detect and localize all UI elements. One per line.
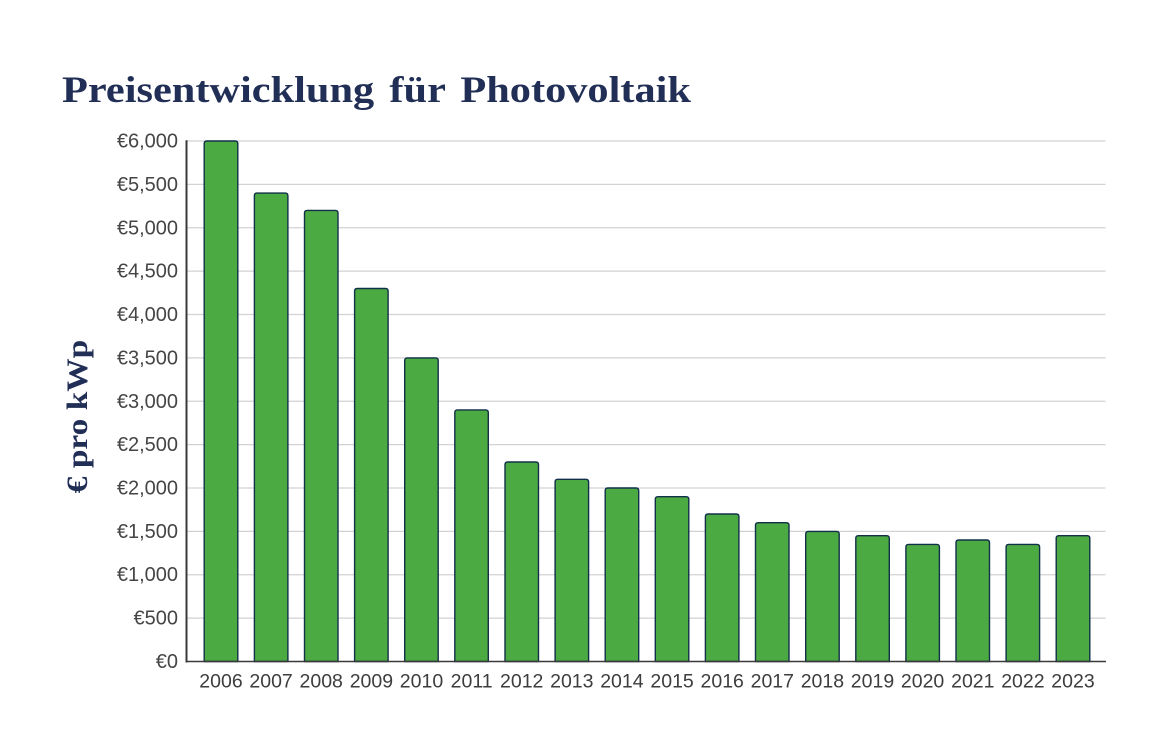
- svg-text:2021: 2021: [951, 671, 994, 693]
- svg-text:€1,500: €1,500: [117, 521, 178, 543]
- svg-text:2015: 2015: [650, 671, 694, 693]
- svg-text:€500: €500: [134, 608, 179, 630]
- svg-text:2018: 2018: [801, 671, 844, 693]
- svg-text:2007: 2007: [249, 671, 292, 693]
- svg-text:2014: 2014: [600, 671, 644, 693]
- svg-text:€3,500: €3,500: [117, 347, 178, 369]
- svg-text:2017: 2017: [751, 671, 794, 693]
- svg-text:2013: 2013: [550, 671, 593, 693]
- svg-text:€2,500: €2,500: [117, 434, 178, 456]
- svg-text:€4,000: €4,000: [117, 304, 178, 326]
- svg-text:2020: 2020: [901, 671, 945, 693]
- svg-text:2006: 2006: [199, 671, 242, 693]
- svg-text:€5,000: €5,000: [117, 217, 178, 239]
- svg-text:2009: 2009: [350, 671, 393, 693]
- svg-text:2019: 2019: [851, 671, 894, 693]
- svg-text:2008: 2008: [300, 671, 343, 693]
- svg-text:2010: 2010: [400, 671, 444, 693]
- svg-text:€2,000: €2,000: [117, 478, 178, 500]
- svg-text:2023: 2023: [1051, 671, 1094, 693]
- svg-text:€6,000: €6,000: [117, 131, 178, 153]
- svg-text:2011: 2011: [451, 671, 493, 693]
- svg-text:2012: 2012: [500, 671, 543, 693]
- svg-text:€ pro kWp: € pro kWp: [61, 340, 94, 494]
- svg-text:€3,000: €3,000: [117, 391, 178, 413]
- svg-text:€1,000: €1,000: [117, 564, 178, 586]
- svg-text:2016: 2016: [701, 671, 744, 693]
- svg-text:Preisentwicklung für Photovolt: Preisentwicklung für Photovoltaik: [62, 69, 692, 110]
- svg-text:2022: 2022: [1001, 671, 1044, 693]
- svg-text:€4,500: €4,500: [117, 261, 178, 283]
- svg-text:€5,500: €5,500: [117, 174, 178, 196]
- svg-text:€0: €0: [156, 651, 178, 673]
